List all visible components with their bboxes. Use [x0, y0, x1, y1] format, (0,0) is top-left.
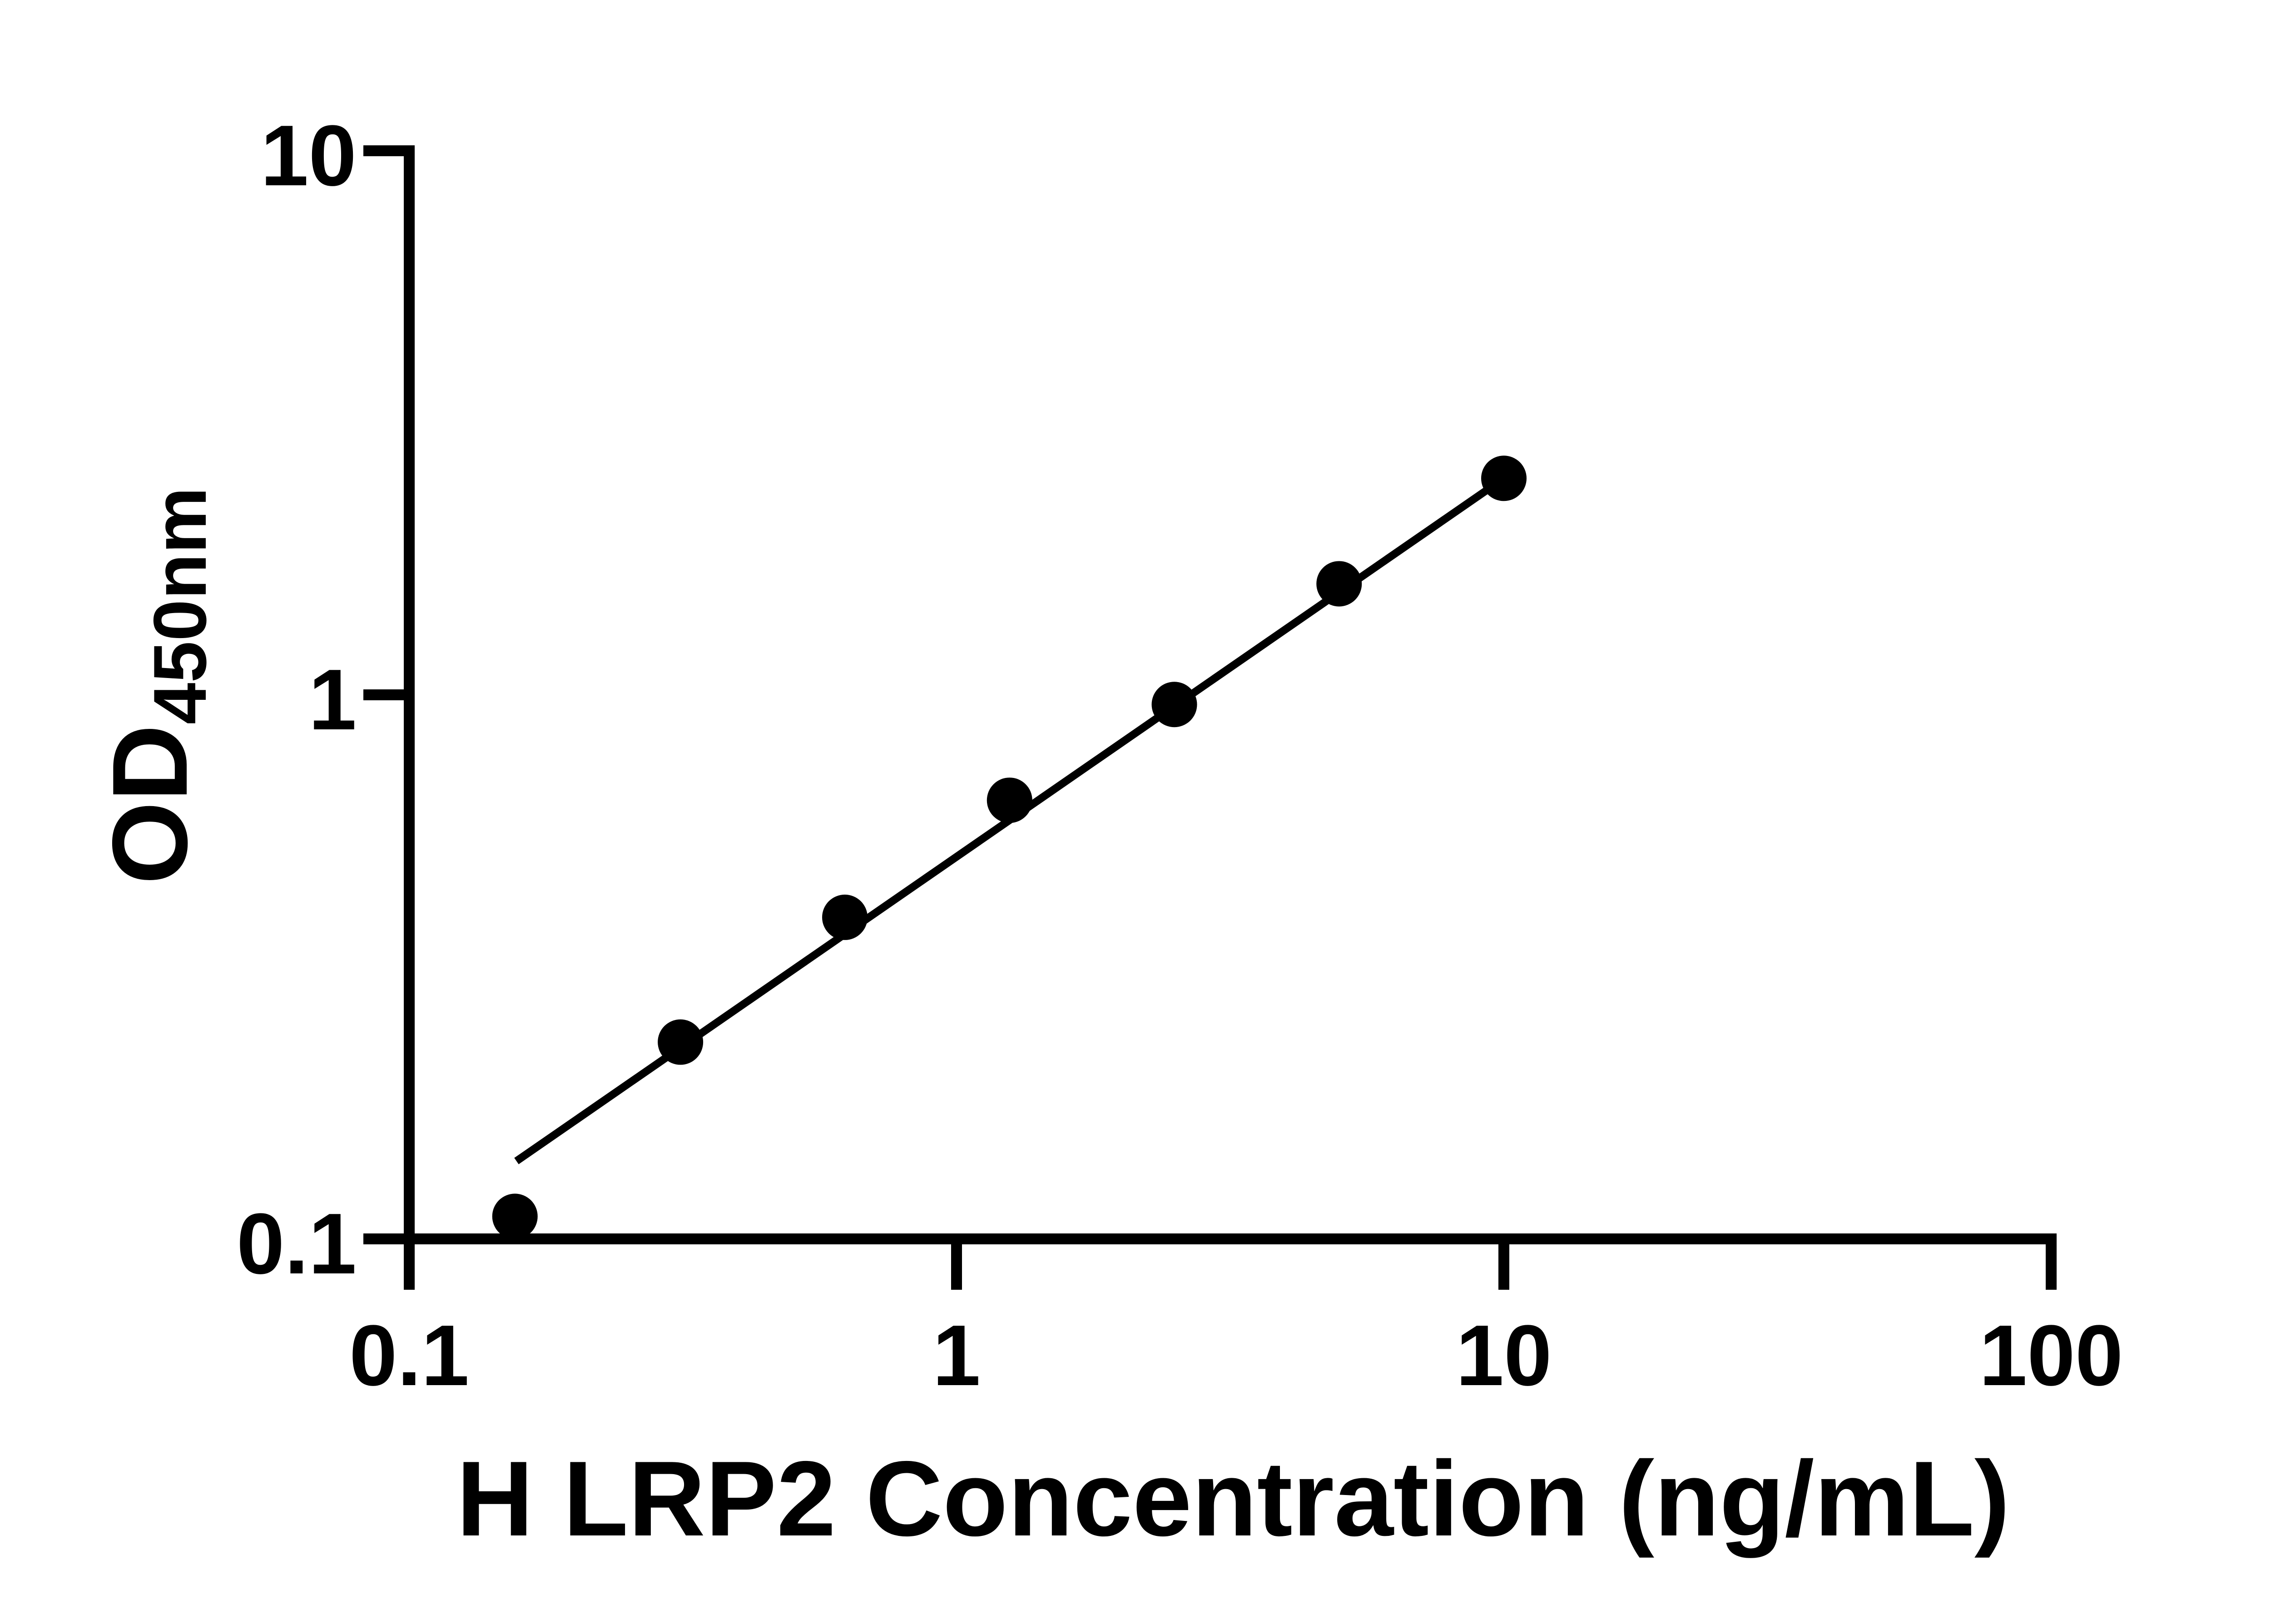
- y-tick: [363, 145, 404, 156]
- y-axis-title-subscript: 450nm: [138, 487, 222, 725]
- y-tick: [363, 1233, 404, 1244]
- x-tick-label: 100: [1979, 1307, 2123, 1404]
- x-tick: [2046, 1244, 2057, 1290]
- x-axis-line: [404, 1233, 2057, 1244]
- x-axis-title: H LRP2 Concentration (ng/mL): [456, 1439, 2010, 1558]
- y-axis-line: [404, 145, 415, 1244]
- data-point-marker: [987, 777, 1032, 823]
- data-point-marker: [1151, 682, 1197, 728]
- data-points: [492, 456, 1527, 1239]
- y-tick-label: 10: [260, 108, 357, 204]
- y-axis-title: OD450nm: [79, 322, 222, 1049]
- x-tick: [1498, 1244, 1509, 1290]
- y-axis-title-main: OD: [90, 724, 209, 885]
- x-ticks: [404, 1244, 2057, 1290]
- x-tick-label: 10: [1456, 1307, 1552, 1404]
- data-point-marker: [658, 1019, 704, 1065]
- data-point-marker: [1316, 561, 1362, 607]
- y-ticks: [363, 145, 404, 1244]
- data-point-marker: [822, 894, 868, 940]
- x-tick-label: 0.1: [349, 1307, 470, 1404]
- x-tick-label: 1: [932, 1307, 981, 1404]
- y-tick: [363, 689, 404, 700]
- y-tick-label: 1: [308, 652, 357, 748]
- data-point-marker: [1481, 456, 1527, 501]
- x-tick: [951, 1244, 962, 1290]
- y-tick-label: 0.1: [236, 1196, 357, 1292]
- data-point-marker: [492, 1193, 538, 1239]
- x-tick: [404, 1244, 415, 1290]
